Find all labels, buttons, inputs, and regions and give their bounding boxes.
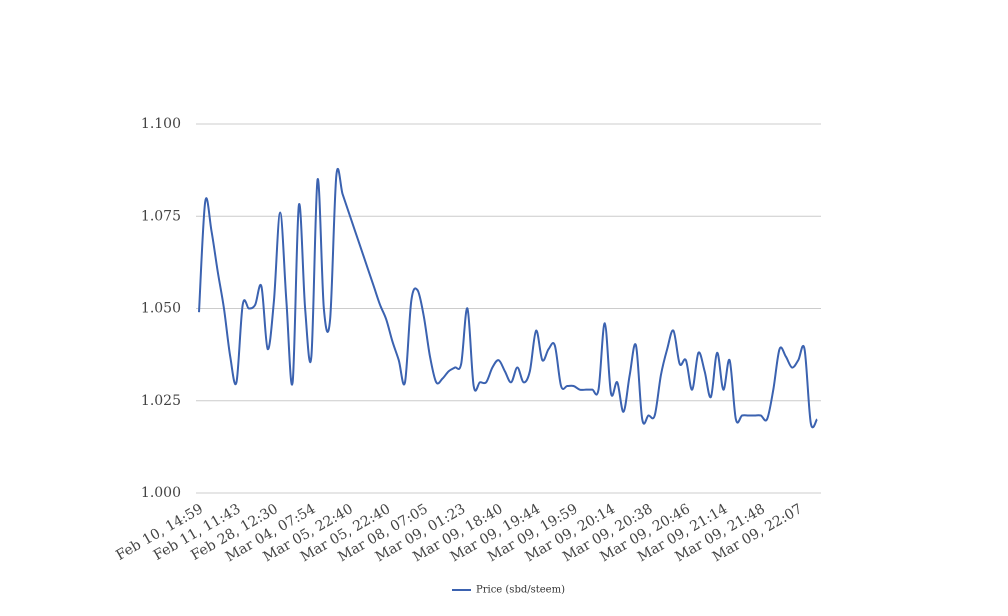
y-tick-label: 1.000 <box>141 485 181 501</box>
y-tick-label: 1.050 <box>141 301 181 317</box>
y-tick-label: 1.025 <box>141 393 181 409</box>
legend-label: Price (sbd/steem) <box>476 585 565 596</box>
y-tick-label: 1.100 <box>141 116 181 132</box>
y-tick-label: 1.075 <box>141 208 181 224</box>
price-line <box>198 167 818 429</box>
